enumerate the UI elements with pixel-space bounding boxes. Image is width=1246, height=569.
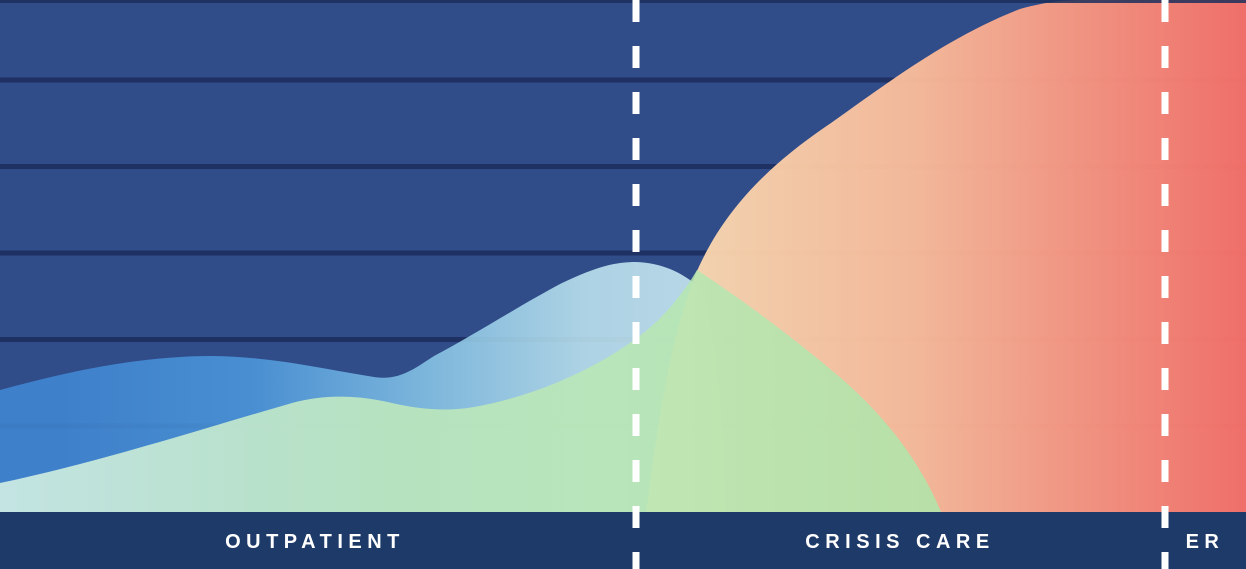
- stage-label-bar: [0, 512, 1246, 569]
- crisis-wave-area: [0, 270, 941, 512]
- stage-label-outpatient: OUTPATIENT: [225, 531, 405, 553]
- stage-label-er: ER: [1186, 531, 1225, 553]
- top-border-line: [0, 0, 1246, 3]
- stage-label-crisis-care: CRISIS CARE: [805, 531, 994, 553]
